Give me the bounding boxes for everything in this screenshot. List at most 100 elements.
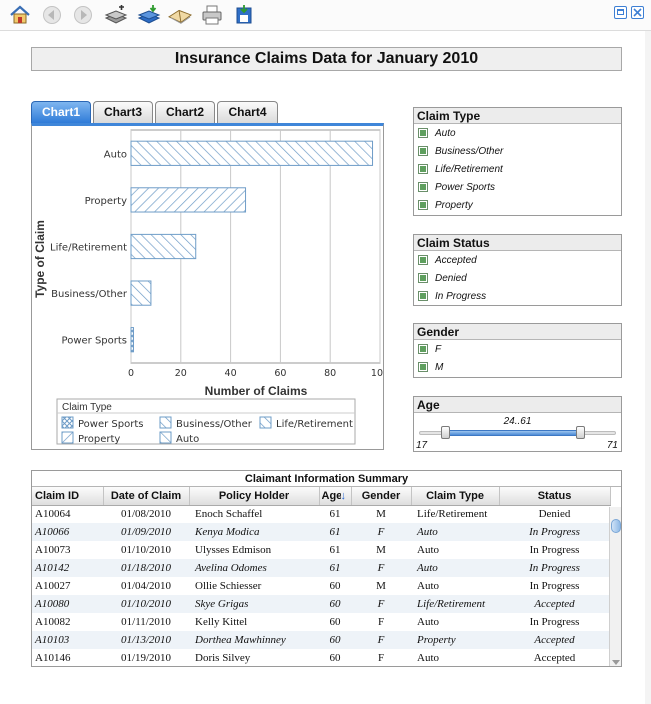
filter-item-auto[interactable]: Auto [414,124,621,142]
legend-swatch [61,431,74,444]
table-cell-claim-id: A10027 [35,580,71,592]
legend-item: Property [78,434,120,445]
legend-title: Claim Type [62,402,112,413]
table-cell-claim-id: A10103 [32,631,103,649]
table-cell-date-of-claim: 01/08/2010 [120,508,172,521]
table-cell-claim-id: A10142 [32,559,103,577]
filter-item-property[interactable]: Property [414,196,621,214]
scrollbar-thumb[interactable] [611,519,621,533]
chart-panel: 0 20 40 60 80 100 Auto Property Life/Retirement B… [31,123,384,450]
restore-icon[interactable] [614,6,627,19]
tab-chart3[interactable]: Chart3 [93,101,153,123]
table-cell-date-of-claim: 01/11/2010 [121,616,171,628]
table-row[interactable]: A10146 01/19/2010 Doris Silvey 60 F Auto Accep… [32,649,610,666]
close-icon[interactable] [631,6,644,19]
table-scrollbar[interactable] [609,507,621,666]
table-cell-date-of-claim: 01/10/2010 [103,595,189,613]
legend-item: Auto [176,434,199,445]
column-header-claim-type[interactable]: Claim Type [411,487,500,506]
bar-chart: 0 20 40 60 80 100 Auto Property Life/Retirement B… [33,129,383,445]
download-books-icon[interactable] [137,4,161,26]
bar-life-retirement[interactable] [130,233,197,260]
column-header-age[interactable]: Age↓ [319,487,352,506]
table-row[interactable]: A10066 01/09/2010 Kenya Modica 61 F Auto In Pr… [32,523,610,541]
filter-item-f[interactable]: F [414,340,621,358]
checkbox[interactable] [418,273,428,283]
age-filter: Age 24..61 17 71 [413,396,622,452]
toolbar [0,0,651,31]
table-cell-claim-id: A10066 [32,523,103,541]
checkbox[interactable] [418,128,428,138]
table-cell-date-of-claim: 01/04/2010 [120,580,172,592]
table-row[interactable]: A10103 01/13/2010 Dorthea Mawhinney 60 F Prop… [32,631,610,649]
age-slider-range[interactable] [444,430,580,436]
bar-power-sports[interactable] [130,327,134,353]
table-cell-status: In Progress [499,559,610,577]
table-cell-claim-type: Auto [411,523,499,541]
table-row[interactable]: A10027 01/04/2010 Ollie Schiesser 60 M Auto In… [32,577,610,595]
checkbox[interactable] [418,146,428,156]
checkbox[interactable] [418,182,428,192]
column-header-date[interactable]: Date of Claim [103,487,190,506]
checkbox[interactable] [418,255,428,265]
legend-swatch [159,431,172,444]
add-books-icon[interactable] [104,4,128,26]
table-row[interactable]: A10142 01/18/2010 Avelina Odomes 61 F Auto In … [32,559,610,577]
print-icon[interactable] [200,4,224,26]
table-cell-age: 60 [329,652,341,664]
age-max-label: 71 [606,440,618,451]
table-cell-age: 60 [319,631,351,649]
checkbox[interactable] [418,200,428,210]
column-header-status[interactable]: Status [499,487,611,506]
table-row[interactable]: A10073 01/10/2010 Ulysses Edmison 61 M Auto In… [32,541,610,559]
save-icon[interactable] [232,4,256,26]
bar-property[interactable] [130,187,247,213]
y-tick-label: Property [85,196,127,207]
column-header-policy-holder[interactable]: Policy Holder [189,487,320,506]
filter-item-m[interactable]: M [414,358,621,376]
table-row[interactable]: A10082 01/11/2010 Kelly Kittel 60 F Auto In Pr… [32,613,610,631]
table-cell-date-of-claim: 01/10/2010 [120,544,172,556]
table-row[interactable]: A10080 01/10/2010 Skye Grigas 60 F Life/Retir… [32,595,610,613]
age-min-label: 17 [416,440,428,451]
filter-item-in-progress[interactable]: In Progress [414,287,621,305]
checkbox[interactable] [418,291,428,301]
table-cell-gender: F [351,631,411,649]
column-header-claim-id[interactable]: Claim ID [32,487,104,506]
legend-item: Life/Retirement [276,419,353,430]
bar-auto[interactable] [130,140,374,166]
column-header-gender[interactable]: Gender [351,487,412,506]
tab-chart2[interactable]: Chart2 [155,101,215,123]
table-row[interactable]: A10064 01/08/2010 Enoch Schaffel 61 M Life/Re… [32,505,610,523]
forward-icon[interactable] [71,4,95,26]
checkbox[interactable] [418,362,428,372]
x-tick-label: 0 [128,368,134,379]
bar-business-other[interactable] [130,280,152,306]
table-cell-status: In Progress [499,523,610,541]
filter-title: Gender [414,324,621,340]
legend-item: Business/Other [176,419,253,430]
age-slider-low-handle[interactable] [440,426,450,439]
filter-item-business-other[interactable]: Business/Other [414,142,621,160]
open-book-icon[interactable] [168,4,192,26]
checkbox[interactable] [418,164,428,174]
x-tick-label: 100 [371,368,383,379]
filter-item-power-sports[interactable]: Power Sports [414,178,621,196]
gender-filter: Gender F M [413,323,622,378]
table-cell-policy-holder: Kelly Kittel [195,616,248,628]
filter-item-life-retirement[interactable]: Life/Retirement [414,160,621,178]
age-slider-high-handle[interactable] [575,426,585,439]
filter-item-denied[interactable]: Denied [414,269,621,287]
checkbox[interactable] [418,344,428,354]
table-cell-policy-holder: Kenya Modica [189,523,319,541]
tab-chart4[interactable]: Chart4 [217,101,278,123]
scroll-down-arrow[interactable] [612,660,620,665]
table-header-row: Claim ID Date of Claim Policy Holder Age… [32,487,611,506]
table-cell-claim-id: A10082 [35,616,71,628]
tab-chart1[interactable]: Chart1 [31,101,91,123]
back-icon[interactable] [40,4,64,26]
table-cell-status: Accepted [533,652,576,664]
filter-item-accepted[interactable]: Accepted [414,251,621,269]
home-icon[interactable] [8,4,32,26]
table-cell-status: In Progress [529,580,580,592]
